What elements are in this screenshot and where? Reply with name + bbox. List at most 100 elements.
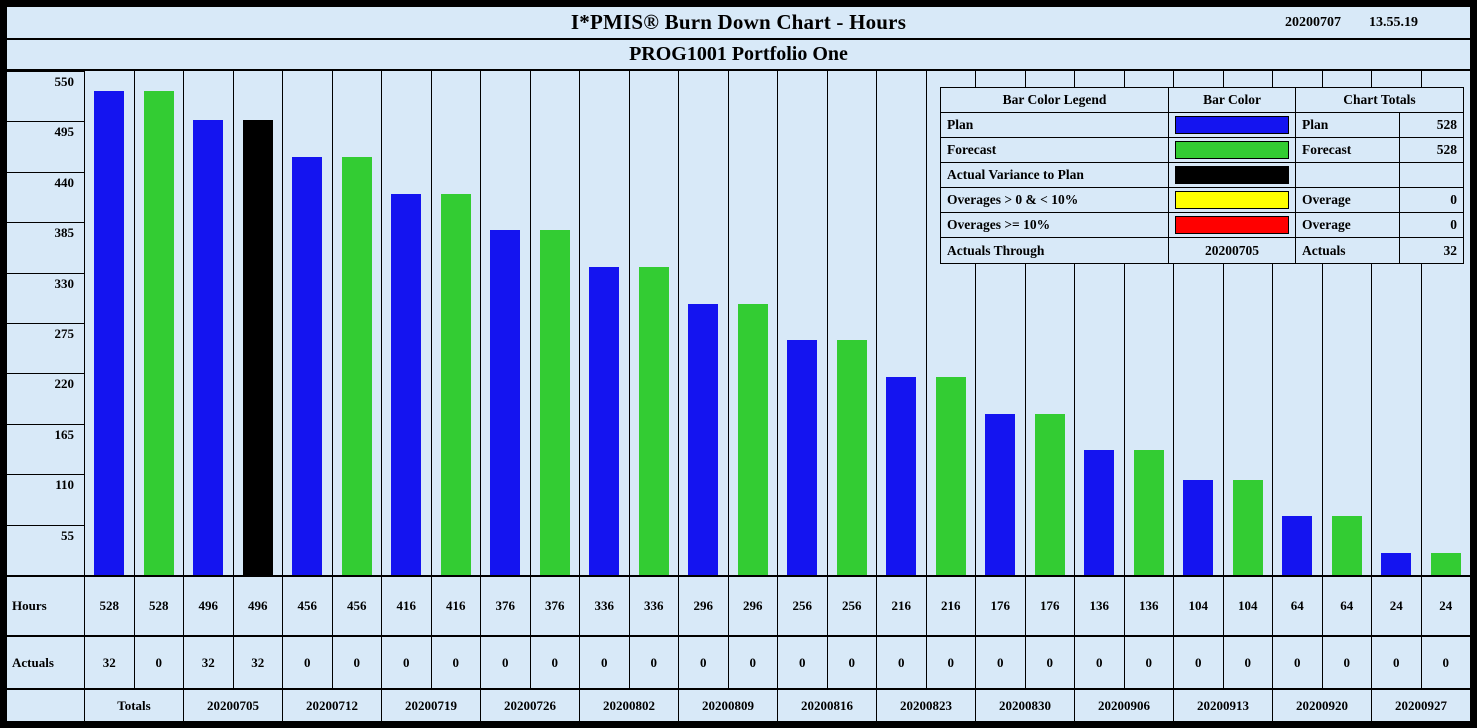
y-gridline: 385	[7, 222, 84, 240]
actuals-value: 0	[432, 637, 481, 688]
bar-column	[1323, 71, 1372, 575]
hours-value: 376	[481, 577, 531, 635]
hours-value: 496	[234, 577, 283, 635]
program-title: PROG1001 Portfolio One	[7, 40, 1470, 71]
hours-value: 24	[1439, 598, 1453, 613]
legend-total-label: Forecast	[1296, 138, 1400, 163]
y-gridline: 55	[7, 524, 84, 543]
hours-value: 104	[1224, 577, 1273, 635]
y-tick-label: 550	[54, 74, 75, 89]
legend-header-bar-color-legend: Bar Color Legend	[941, 88, 1169, 113]
y-tick-label: 275	[54, 326, 75, 341]
legend-total-value	[1400, 163, 1463, 188]
bar-forecast	[440, 193, 471, 575]
group-label: 20200719	[382, 690, 481, 721]
legend-swatch-cell	[1169, 138, 1296, 163]
hours-value: 296	[679, 577, 729, 635]
hours-value: 24	[1372, 577, 1422, 635]
actuals-value: 0	[481, 637, 531, 688]
legend-total-value: 528	[1400, 113, 1463, 138]
legend-row-label: Plan	[941, 113, 1169, 138]
actuals-value: 0	[828, 637, 877, 688]
actuals-row: Actuals 32 0 32 32 0 0 0 0 0 0 0 0 0 0 0 0 0 0 0 0 0 0 0 0 0 0 0 0	[7, 635, 1470, 688]
bar-forecast	[935, 377, 966, 575]
bar-forecast	[539, 230, 570, 575]
forecast-swatch	[1175, 141, 1289, 159]
hours-value: 176	[1026, 577, 1075, 635]
bar-forecast	[341, 157, 372, 575]
actuals-cells: 32 0 32 32 0 0 0 0 0 0 0 0 0 0 0 0 0 0 0 0 0 0 0 0 0 0 0 0	[85, 637, 1470, 688]
bar-plan	[1084, 450, 1115, 575]
actual-variance-swatch	[1175, 166, 1289, 184]
group-label: 20200920	[1273, 690, 1372, 721]
bar-plan	[688, 303, 719, 575]
plot-area	[85, 71, 1470, 575]
page-title: I*PMIS® Burn Down Chart - Hours	[570, 10, 907, 34]
bar-plan	[193, 120, 224, 575]
legend-row-label: Overages > 0 & < 10%	[941, 188, 1169, 213]
group-label: 20200927	[1395, 697, 1447, 713]
bar-column	[531, 71, 580, 575]
bar-plan	[589, 267, 620, 575]
actuals-value: 32	[184, 637, 234, 688]
dates-cells: Totals 20200705 20200712 20200719 20200726 20…	[85, 690, 1470, 721]
bar-column	[630, 71, 679, 575]
actuals-value: 0	[1174, 637, 1224, 688]
actuals-value: 0	[1323, 637, 1372, 688]
bar-column	[184, 71, 234, 575]
report-datetime: 20200707 13.55.19	[1285, 7, 1418, 38]
group-label: 20200712	[283, 690, 382, 721]
bar-column	[283, 71, 333, 575]
bar-forecast	[638, 267, 669, 575]
bar-column	[333, 71, 382, 575]
bar-column	[85, 71, 135, 575]
y-gridline: 165	[7, 423, 84, 442]
actuals-value: 0	[1273, 637, 1323, 688]
actuals-value: 0	[729, 637, 778, 688]
title-bar: I*PMIS® Burn Down Chart - Hours 20200707…	[7, 7, 1470, 40]
bar-plan	[886, 377, 917, 575]
group-label: 20200726	[481, 690, 580, 721]
bar-column	[1174, 71, 1224, 575]
hours-value: 256	[828, 577, 877, 635]
actuals-value: 0	[1372, 637, 1422, 688]
y-gridline: 110	[7, 474, 84, 492]
actuals-value: 0	[927, 637, 976, 688]
actuals-value: 0	[531, 637, 580, 688]
hours-value: 376	[531, 577, 580, 635]
bar-forecast	[737, 303, 768, 575]
bar-column	[432, 71, 481, 575]
hours-row-label: Hours	[7, 577, 85, 635]
bar-forecast	[836, 340, 867, 575]
legend-row-label: Actual Variance to Plan	[941, 163, 1169, 188]
y-tick-label: 165	[54, 426, 75, 442]
actuals-value: 0	[679, 637, 729, 688]
legend-total-label: Overage	[1296, 188, 1400, 213]
bar-column	[778, 71, 828, 575]
hours-cells: 528 528 496 496 456 456 416 416 376 376 336 336 296 2…	[85, 577, 1470, 635]
group-label: 20200823	[877, 690, 976, 721]
bar-column	[1125, 71, 1174, 575]
bar-forecast	[1034, 413, 1065, 575]
y-tick-label: 55	[61, 527, 74, 543]
legend-total-value: 0	[1400, 188, 1463, 213]
bar-actual-variance	[242, 120, 273, 575]
bar-column	[234, 71, 283, 575]
y-tick-label: 330	[54, 275, 75, 291]
report-date: 20200707	[1285, 14, 1341, 30]
y-gridline: 495	[7, 121, 84, 139]
hours-value: 216	[877, 577, 927, 635]
bar-column	[679, 71, 729, 575]
bar-plan	[1183, 479, 1214, 575]
hours-value: 416	[432, 577, 481, 635]
bar-plan	[1381, 553, 1412, 575]
actuals-value: 0	[877, 637, 927, 688]
hours-value: 456	[333, 577, 382, 635]
actuals-value: 0	[778, 637, 828, 688]
group-label: 20200705	[184, 690, 283, 721]
hours-value: 64	[1323, 577, 1372, 635]
hours-row: Hours 528 528 496 496 456 456 416 416 376 376 336 3…	[7, 575, 1470, 635]
bar-column	[382, 71, 432, 575]
y-tick-label: 110	[55, 477, 74, 493]
